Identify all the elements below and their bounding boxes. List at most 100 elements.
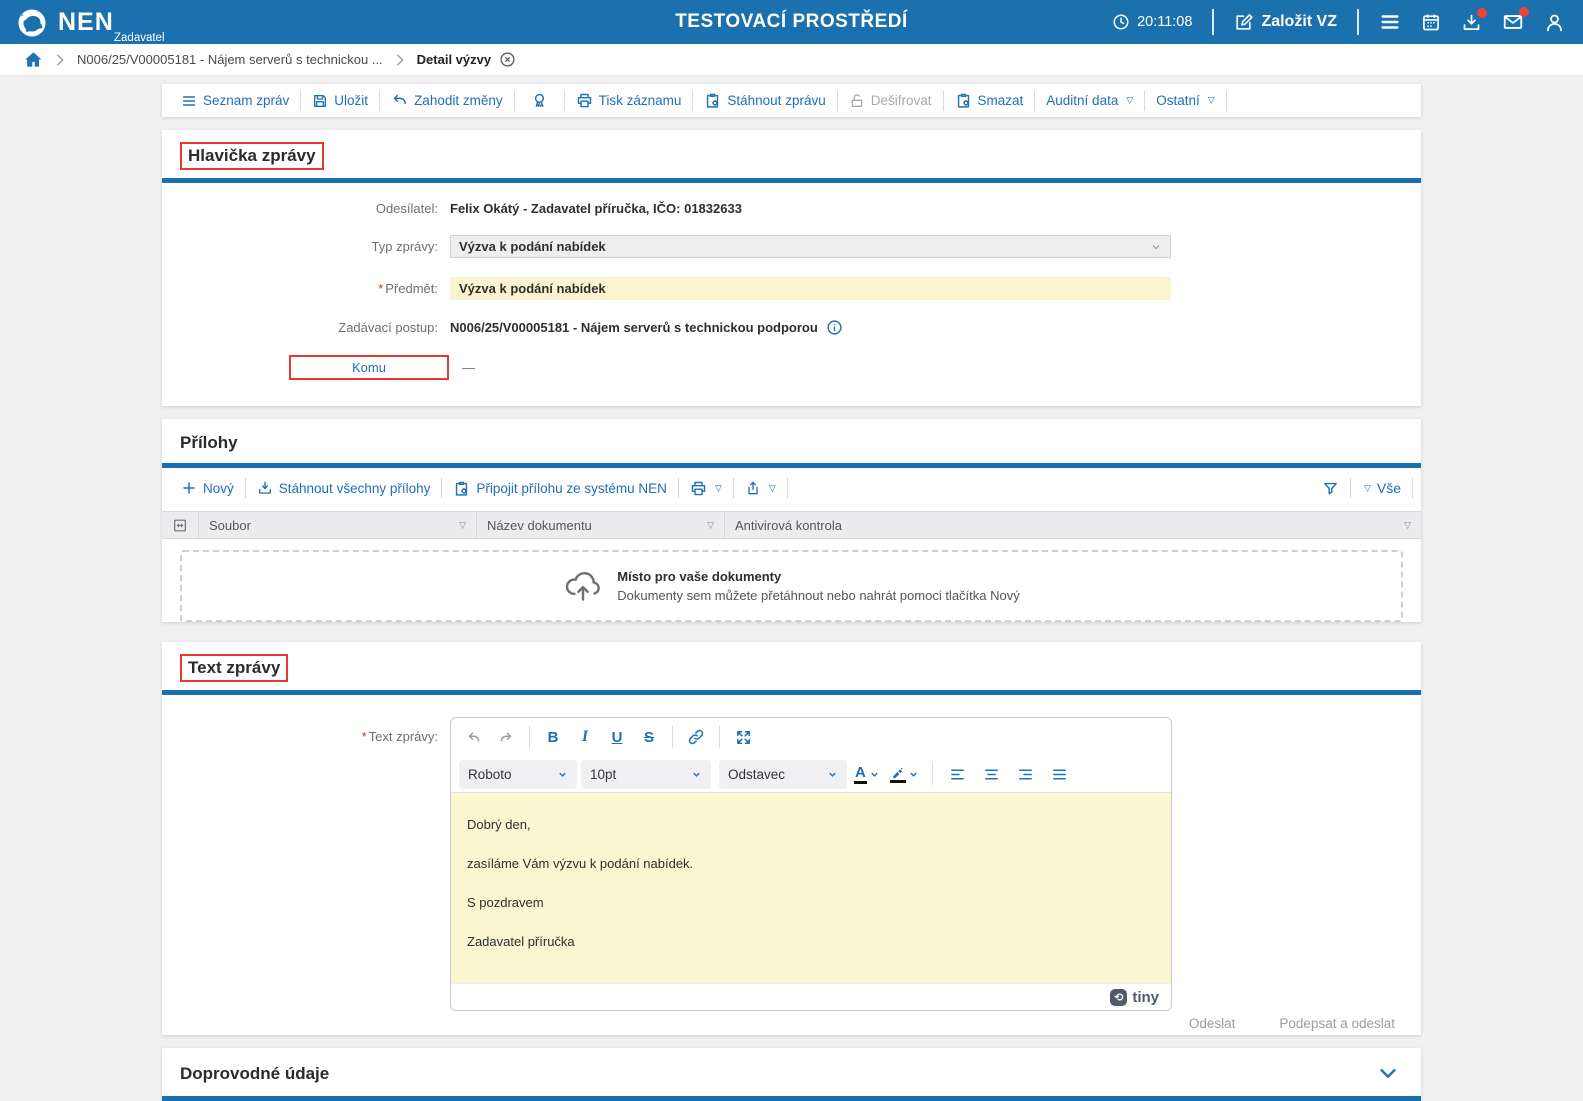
attachments-section: Přílohy Nový Stáhnout všechny přílohy Př… xyxy=(162,419,1421,622)
delete-button[interactable]: Smazat xyxy=(944,90,1036,111)
filter-triangle-icon[interactable]: ▽ xyxy=(1404,519,1411,530)
app-header: NEN Zadavatel TESTOVACÍ PROSTŘEDÍ 20:11:… xyxy=(0,0,1583,44)
section-divider xyxy=(162,1096,1421,1101)
audit-data-menu[interactable]: Auditní data ▽ xyxy=(1035,90,1146,111)
editor-content[interactable]: Dobrý den, zasíláme Vám výzvu k podání n… xyxy=(451,793,1171,983)
column-resize-icon[interactable] xyxy=(162,512,199,538)
message-type-select[interactable]: Výzva k podání nabídek xyxy=(450,235,1171,258)
chevron-down-icon xyxy=(910,772,917,777)
highlight-color-button[interactable] xyxy=(889,765,919,783)
download-all-attachments-button[interactable]: Stáhnout všechny přílohy xyxy=(246,478,443,498)
align-right-icon[interactable] xyxy=(1011,759,1041,789)
align-left-icon[interactable] xyxy=(943,759,973,789)
message-text-section: Text zprávy * Text zprávy: B I U S xyxy=(162,642,1421,1035)
align-center-icon[interactable] xyxy=(977,759,1007,789)
brand-name: NEN xyxy=(58,8,114,36)
messages-button[interactable] xyxy=(1502,7,1529,33)
seal-button[interactable] xyxy=(515,90,565,111)
section-title-text: Text zprávy xyxy=(180,654,289,682)
dropdown-triangle-icon: ▽ xyxy=(714,482,722,493)
section-divider xyxy=(162,178,1421,183)
filter-triangle-icon[interactable]: ▽ xyxy=(707,519,714,530)
message-toolbar: Seznam zpráv Uložit Zahodit změny Tisk z… xyxy=(162,84,1421,117)
clock: 20:11:08 xyxy=(1112,13,1192,31)
print-attachments-menu[interactable]: ▽ xyxy=(679,478,734,498)
undo-icon[interactable] xyxy=(459,722,489,752)
section-title-doprovodne: Doprovodné údaje xyxy=(180,1064,330,1083)
font-family-select[interactable]: Roboto xyxy=(459,759,577,789)
menu-button[interactable] xyxy=(1379,11,1401,33)
text-color-button[interactable]: A xyxy=(854,764,880,785)
info-icon[interactable] xyxy=(826,319,843,336)
editor-line: zasíláme Vám výzvu k podání nabídek. xyxy=(467,856,694,871)
filter-button[interactable] xyxy=(1311,478,1351,498)
new-attachment-button[interactable]: Nový xyxy=(170,478,246,498)
link-icon[interactable] xyxy=(681,722,711,752)
block-format-select[interactable]: Odstavec xyxy=(719,759,847,789)
download-message-button[interactable]: Stáhnout zprávu xyxy=(693,90,838,111)
send-button[interactable]: Odeslat xyxy=(1188,1016,1236,1031)
underline-icon[interactable]: U xyxy=(611,728,623,746)
dropdown-triangle-icon: ▽ xyxy=(1363,482,1371,493)
column-header-soubor[interactable]: Soubor ▽ xyxy=(199,512,477,538)
create-vz-button[interactable]: Založit VZ xyxy=(1234,13,1337,32)
required-marker: * xyxy=(378,281,384,296)
chevron-down-icon xyxy=(693,772,700,777)
recipients-button[interactable]: Komu xyxy=(289,355,449,380)
expand-section-icon[interactable] xyxy=(1377,1062,1399,1084)
rich-text-editor[interactable]: B I U S xyxy=(450,717,1172,1011)
column-header-antivirus[interactable]: Antivirová kontrola ▽ xyxy=(735,517,1411,533)
attachments-dropzone[interactable]: Místo pro vaše dokumenty Dokumenty sem m… xyxy=(180,550,1403,622)
footer-actions: Odeslat Podepsat a odeslat xyxy=(162,1016,1421,1031)
home-icon[interactable] xyxy=(24,50,43,69)
attach-from-nen-button[interactable]: Připojit přílohu ze systému NEN xyxy=(442,478,679,498)
accompanying-data-section: Doprovodné údaje xyxy=(162,1048,1421,1101)
messages-badge xyxy=(1519,7,1529,17)
sign-and-send-button[interactable]: Podepsat a odeslat xyxy=(1279,1016,1395,1031)
dropdown-triangle-icon: ▽ xyxy=(1207,95,1215,105)
section-title-hlavicka: Hlavička zprávy xyxy=(180,142,324,170)
print-record-button[interactable]: Tisk záznamu xyxy=(565,90,694,111)
user-button[interactable] xyxy=(1544,12,1565,33)
dropdown-triangle-icon: ▽ xyxy=(1126,95,1134,105)
other-menu[interactable]: Ostatní ▽ xyxy=(1145,90,1227,111)
chevron-right-icon xyxy=(395,53,405,66)
tiny-logo-icon: ⟲ xyxy=(1110,988,1128,1006)
strikethrough-icon[interactable]: S xyxy=(643,728,654,746)
redo-icon[interactable] xyxy=(491,722,521,752)
brand[interactable]: NEN Zadavatel xyxy=(14,4,165,44)
justify-icon[interactable] xyxy=(1045,759,1075,789)
close-tab-icon[interactable] xyxy=(499,51,516,68)
clock-time: 20:11:08 xyxy=(1137,14,1193,30)
bold-icon[interactable]: B xyxy=(547,728,559,746)
editor-line: S pozdravem xyxy=(467,895,544,910)
sender-label: Odesílatel: xyxy=(375,201,438,216)
cloud-upload-icon xyxy=(563,568,603,604)
font-size-select[interactable]: 10pt xyxy=(581,759,711,789)
divider xyxy=(672,726,673,748)
italic-icon[interactable]: I xyxy=(581,728,589,745)
downloads-badge xyxy=(1477,7,1487,18)
breadcrumb-current: Detail výzvy xyxy=(416,52,492,67)
highlighter-icon xyxy=(889,765,906,783)
breadcrumb-procedure[interactable]: N006/25/V00005181 - Nájem serverů s tech… xyxy=(77,52,383,67)
tiny-logo[interactable]: ⟲ tiny xyxy=(1110,988,1159,1006)
subject-input[interactable]: Výzva k podání nabídek xyxy=(450,277,1171,300)
filter-triangle-icon[interactable]: ▽ xyxy=(459,519,466,530)
recipients-value: — xyxy=(462,360,475,375)
chevron-right-icon xyxy=(55,53,65,66)
fullscreen-icon[interactable] xyxy=(728,722,758,752)
calendar-button[interactable] xyxy=(1421,12,1441,32)
downloads-button[interactable] xyxy=(1461,7,1487,33)
column-header-nazev[interactable]: Název dokumentu ▽ xyxy=(477,512,725,538)
discard-changes-button[interactable]: Zahodit změny xyxy=(380,90,515,111)
editor-line: Dobrý den, xyxy=(467,817,531,832)
save-button[interactable]: Uložit xyxy=(301,90,381,111)
divider xyxy=(1212,9,1215,35)
chevron-down-icon xyxy=(829,772,836,777)
list-messages-button[interactable]: Seznam zpráv xyxy=(170,90,302,111)
filter-all-select[interactable]: ▽ Vše xyxy=(1351,478,1413,498)
export-attachments-menu[interactable]: ▽ xyxy=(734,478,788,498)
divider xyxy=(529,726,530,748)
decrypt-button[interactable]: Dešifrovat xyxy=(838,90,944,111)
